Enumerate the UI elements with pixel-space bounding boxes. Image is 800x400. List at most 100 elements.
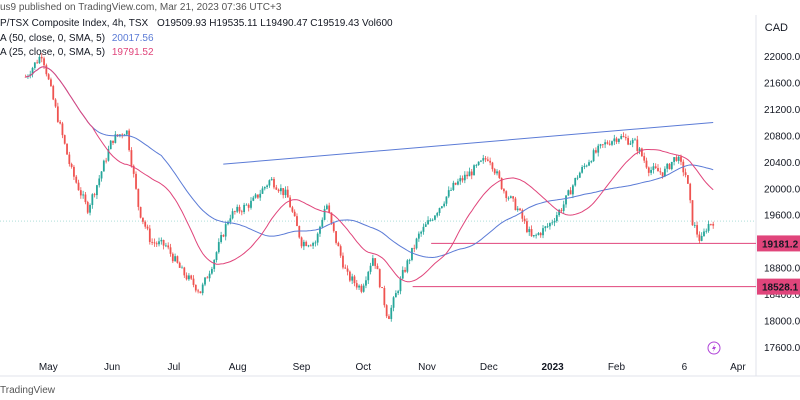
candle-body: [659, 171, 662, 173]
candle-body: [307, 245, 310, 247]
candle-body: [328, 205, 331, 213]
candle-body: [199, 291, 202, 294]
candle-body: [420, 231, 423, 234]
candle-body: [63, 135, 66, 144]
candle-body: [670, 161, 673, 170]
candle-body: [125, 130, 128, 135]
candle-body: [365, 280, 367, 286]
candle-body: [374, 258, 377, 266]
candle-body: [404, 269, 406, 272]
candle-body: [452, 182, 455, 190]
candle-body: [70, 163, 73, 167]
candle-body: [475, 165, 478, 166]
candle-body: [645, 160, 648, 168]
candle-body: [673, 157, 675, 162]
candle-body: [116, 134, 119, 136]
candle-body: [165, 245, 167, 247]
candle-body: [261, 188, 264, 194]
candle-body: [496, 171, 498, 174]
y-tick-label: 18800.00: [764, 264, 800, 275]
candle-body: [148, 228, 151, 242]
x-tick-label: May: [39, 362, 58, 373]
candle-body: [296, 216, 298, 227]
candle-body: [220, 235, 223, 243]
candle-body: [585, 165, 588, 167]
candle-body: [332, 223, 335, 232]
candle-body: [263, 186, 266, 189]
candle-body: [486, 159, 489, 161]
candle-body: [33, 62, 36, 68]
candle-body: [468, 171, 471, 177]
candle-body: [190, 275, 193, 279]
candle-body: [546, 226, 549, 228]
candle-body: [68, 154, 71, 164]
candle-body: [611, 141, 613, 145]
candle-body: [436, 212, 439, 216]
candle-body: [565, 195, 567, 205]
candle-body: [309, 245, 312, 247]
candle-body: [273, 178, 275, 188]
candle-body: [47, 74, 50, 80]
candle-body: [440, 206, 443, 209]
candle-body: [680, 156, 682, 162]
candle-body: [128, 130, 131, 151]
candle-body: [38, 56, 41, 64]
candle-body: [75, 176, 78, 183]
ma25-legend[interactable]: A (25, close, 0, SMA, 5) 19791.52: [0, 47, 154, 58]
candle-body: [183, 267, 186, 276]
x-tick-label: Sep: [293, 362, 311, 373]
candle-body: [314, 242, 317, 244]
candle-body: [450, 189, 452, 191]
candle-body: [211, 268, 213, 274]
candle-body: [663, 168, 666, 177]
candle-body: [142, 217, 144, 222]
candle-body: [54, 99, 57, 107]
candle-body: [217, 242, 220, 253]
candle-body: [634, 139, 636, 141]
candle-body: [351, 276, 354, 281]
candle-body: [344, 267, 347, 269]
candle-body: [153, 242, 156, 244]
candle-body: [528, 229, 531, 233]
y-tick-label: 21600.00: [764, 78, 800, 89]
candle-body: [514, 198, 517, 211]
candle-body: [31, 67, 34, 75]
candle-body: [551, 222, 554, 224]
candle-body: [526, 221, 528, 233]
y-tick-label: 21200.00: [764, 105, 800, 116]
candle-body: [385, 305, 388, 317]
candle-body: [139, 206, 142, 218]
candle-body: [40, 56, 43, 59]
candle-body: [696, 225, 698, 235]
candle-body: [457, 181, 459, 185]
candle-body: [346, 268, 349, 272]
candle-body: [532, 235, 535, 237]
candle-body: [482, 158, 485, 161]
candle-body: [56, 106, 59, 122]
candle-body: [24, 76, 27, 78]
x-tick-label: 6: [682, 362, 688, 373]
candle-body: [245, 204, 248, 206]
candle-body: [323, 209, 326, 220]
candle-body: [567, 190, 570, 196]
candle-body: [358, 285, 360, 288]
candle-body: [123, 134, 126, 136]
candle-body: [348, 271, 351, 281]
candle-body: [629, 143, 632, 145]
candle-body: [316, 233, 319, 243]
price-label-text: 18528.1: [762, 283, 799, 294]
candle-body: [197, 290, 200, 292]
ma50-legend[interactable]: A (50, close, 0, SMA, 5) 20017.56: [0, 33, 154, 44]
candle-body: [86, 202, 89, 213]
x-tick-label: Apr: [730, 362, 746, 373]
candle-body: [224, 224, 227, 237]
candle-body: [362, 285, 365, 292]
candle-body: [590, 161, 593, 163]
candle-body: [703, 231, 705, 237]
price-label-box: [757, 278, 800, 295]
candle-body: [178, 262, 181, 268]
candle-body: [668, 163, 671, 170]
candle-body: [636, 139, 639, 151]
candle-body: [684, 172, 687, 176]
